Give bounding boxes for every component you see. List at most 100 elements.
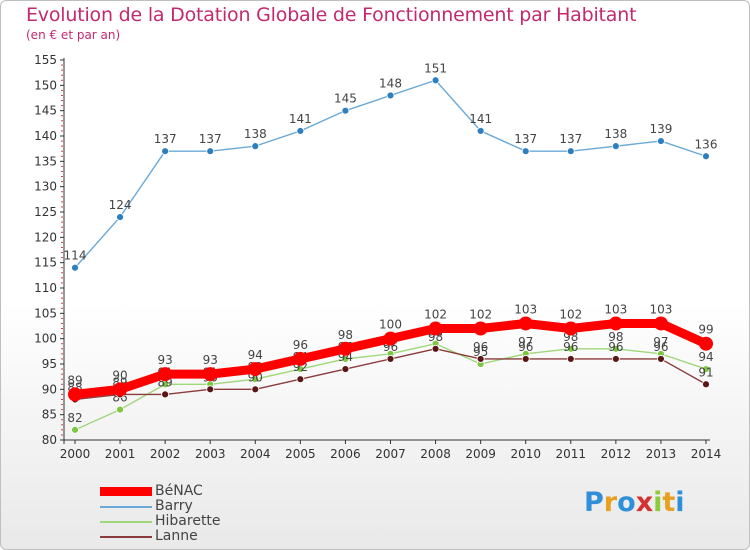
series-line-barry bbox=[74, 79, 707, 269]
data-label-b-nac: 93 bbox=[203, 353, 218, 367]
data-point-lanne bbox=[611, 355, 620, 363]
chart-title: Evolution de la Dotation Globale de Fonc… bbox=[26, 4, 637, 26]
data-label-hibarette: 97 bbox=[653, 335, 668, 349]
data-point-b-nac bbox=[383, 331, 398, 346]
data-point-lanne bbox=[521, 355, 530, 363]
y-tick-label: 115 bbox=[34, 256, 57, 270]
data-label-barry: 141 bbox=[289, 112, 312, 126]
logo-letter: r bbox=[603, 487, 618, 518]
logo-letter: t bbox=[662, 487, 676, 518]
data-point-hibarette bbox=[566, 344, 575, 353]
data-label-hibarette: 98 bbox=[608, 330, 623, 344]
y-tick-label: 90 bbox=[42, 382, 57, 396]
data-point-barry bbox=[521, 147, 530, 156]
x-tick-label: 2003 bbox=[195, 447, 226, 461]
data-label-b-nac: 102 bbox=[469, 308, 492, 322]
data-label-b-nac: 103 bbox=[649, 302, 672, 316]
data-label-barry: 148 bbox=[379, 76, 402, 90]
y-tick-label: 95 bbox=[42, 357, 57, 371]
data-label-hibarette: 82 bbox=[67, 411, 82, 425]
legend-item-lanne: Lanne bbox=[100, 529, 300, 544]
data-label-barry: 151 bbox=[424, 61, 447, 75]
legend-item-hibarette: Hibarette bbox=[100, 514, 300, 529]
y-tick-label: 145 bbox=[34, 104, 57, 118]
y-tick-label: 110 bbox=[34, 281, 57, 295]
data-point-lanne bbox=[296, 375, 305, 384]
legend-label-benac: BéNAC bbox=[155, 483, 203, 499]
data-label-barry: 138 bbox=[244, 127, 267, 141]
legend-label-barry: Barry bbox=[155, 498, 193, 514]
x-tick-label: 2011 bbox=[556, 447, 587, 461]
legend-label-hibarette: Hibarette bbox=[155, 513, 221, 529]
y-tick-label: 105 bbox=[34, 306, 57, 320]
x-tick-label: 2005 bbox=[285, 447, 316, 461]
data-point-b-nac bbox=[518, 316, 533, 331]
y-tick-label: 140 bbox=[34, 129, 57, 143]
data-label-hibarette: 95 bbox=[473, 345, 488, 359]
x-tick-label: 2002 bbox=[150, 447, 181, 461]
legend-item-benac: BéNAC bbox=[100, 484, 300, 499]
x-tick-label: 2004 bbox=[240, 447, 271, 461]
logo-letter: i bbox=[675, 487, 685, 518]
y-tick-label: 100 bbox=[34, 332, 57, 346]
y-tick-label: 130 bbox=[34, 180, 57, 194]
data-label-lanne: 91 bbox=[698, 365, 713, 379]
data-label-barry: 138 bbox=[604, 127, 627, 141]
data-point-barry bbox=[657, 137, 665, 145]
data-label-b-nac: 89 bbox=[67, 373, 82, 387]
data-label-barry: 124 bbox=[109, 198, 132, 212]
data-point-lanne bbox=[251, 385, 260, 394]
data-point-hibarette bbox=[71, 425, 79, 434]
data-point-hibarette bbox=[702, 365, 710, 373]
y-tick-label: 155 bbox=[34, 53, 57, 67]
data-label-barry: 145 bbox=[334, 92, 357, 106]
data-point-b-nac bbox=[653, 316, 668, 331]
data-label-b-nac: 93 bbox=[158, 353, 173, 367]
x-tick-label: 2000 bbox=[60, 447, 91, 461]
logo-letter: o bbox=[617, 487, 636, 518]
logo-letter: P bbox=[584, 487, 604, 518]
data-point-barry bbox=[476, 127, 485, 135]
data-label-barry: 136 bbox=[695, 137, 718, 151]
data-label-b-nac: 102 bbox=[559, 308, 582, 322]
data-label-lanne: 96 bbox=[518, 340, 533, 354]
data-point-b-nac bbox=[68, 387, 82, 402]
data-label-barry: 137 bbox=[199, 132, 222, 146]
data-point-lanne bbox=[657, 355, 665, 363]
data-point-b-nac bbox=[473, 321, 488, 336]
data-point-hibarette bbox=[116, 405, 124, 414]
data-label-b-nac: 102 bbox=[424, 308, 447, 322]
data-point-lanne bbox=[476, 355, 485, 363]
data-label-b-nac: 98 bbox=[338, 328, 353, 342]
data-label-barry: 114 bbox=[64, 249, 87, 263]
data-label-b-nac: 103 bbox=[514, 302, 537, 316]
data-label-hibarette: 97 bbox=[518, 335, 533, 349]
data-point-b-nac bbox=[699, 336, 713, 351]
y-tick-label: 135 bbox=[34, 154, 57, 168]
data-label-lanne: 96 bbox=[473, 340, 488, 354]
x-tick-label: 2001 bbox=[105, 447, 136, 461]
data-point-hibarette bbox=[611, 344, 620, 353]
logo-letter: x bbox=[635, 487, 654, 518]
data-label-b-nac: 94 bbox=[248, 348, 263, 362]
data-point-lanne bbox=[341, 365, 350, 373]
data-label-lanne: 96 bbox=[608, 340, 623, 354]
data-label-lanne: 96 bbox=[653, 340, 668, 354]
data-label-b-nac: 96 bbox=[293, 338, 308, 352]
data-point-b-nac bbox=[248, 362, 263, 377]
data-point-barry bbox=[431, 76, 440, 85]
legend-label-lanne: Lanne bbox=[155, 528, 198, 544]
data-label-b-nac: 103 bbox=[604, 302, 627, 316]
y-tick-label: 120 bbox=[34, 230, 57, 244]
legend-swatch-benac bbox=[100, 487, 152, 496]
data-label-barry: 137 bbox=[154, 132, 177, 146]
data-point-lanne bbox=[206, 385, 215, 394]
legend-swatch-barry bbox=[100, 506, 152, 508]
data-point-b-nac bbox=[203, 367, 218, 382]
data-point-b-nac bbox=[338, 341, 353, 356]
data-point-barry bbox=[566, 147, 575, 156]
data-label-b-nac: 99 bbox=[698, 323, 713, 337]
data-point-lanne bbox=[566, 355, 575, 363]
legend-swatch-hibarette bbox=[100, 521, 152, 523]
